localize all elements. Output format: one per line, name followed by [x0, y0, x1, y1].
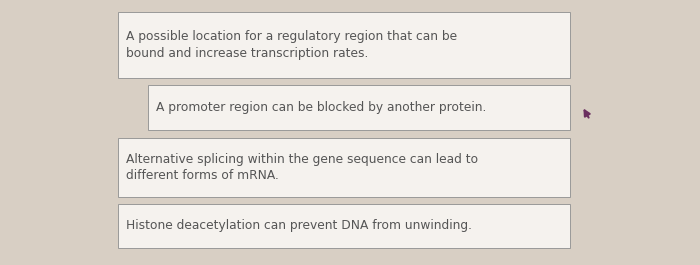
FancyBboxPatch shape — [118, 138, 570, 197]
Text: Histone deacetylation can prevent DNA from unwinding.: Histone deacetylation can prevent DNA fr… — [126, 219, 472, 232]
Text: A possible location for a regulatory region that can be
bound and increase trans: A possible location for a regulatory reg… — [126, 30, 457, 60]
Text: A promoter region can be blocked by another protein.: A promoter region can be blocked by anot… — [156, 101, 486, 114]
FancyBboxPatch shape — [118, 12, 570, 78]
FancyBboxPatch shape — [118, 204, 570, 248]
Text: Alternative splicing within the gene sequence can lead to
different forms of mRN: Alternative splicing within the gene seq… — [126, 153, 478, 182]
FancyBboxPatch shape — [148, 85, 570, 130]
